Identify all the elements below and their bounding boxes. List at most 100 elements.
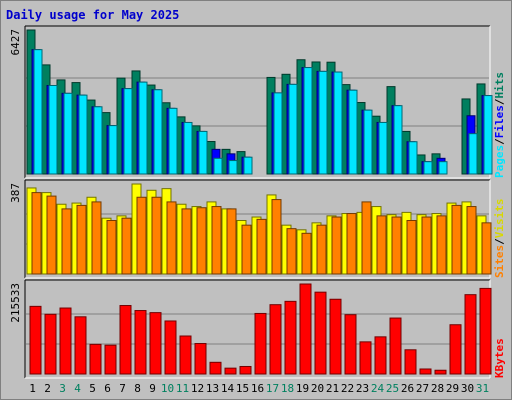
bar-sites-day-27 (421, 216, 432, 275)
bar-sites-day-20 (316, 224, 327, 275)
bar-pages-day-4 (78, 94, 88, 175)
bar-kbytes-day-4 (74, 316, 87, 375)
bar-sites-day-28 (436, 215, 447, 275)
bar-kbytes-day-3 (59, 307, 72, 375)
day-label-27: 27 (416, 382, 429, 395)
bar-kbytes-day-23 (359, 341, 372, 375)
bar-sites-day-30 (466, 206, 477, 275)
bar-kbytes-day-17 (269, 304, 282, 375)
bar-kbytes-day-25 (389, 317, 402, 375)
bar-pages-day-6 (108, 125, 118, 175)
bar-kbytes-day-16 (254, 312, 267, 375)
day-label-29: 29 (446, 382, 459, 395)
legend-separator: / (493, 98, 506, 105)
bar-kbytes-day-20 (314, 291, 327, 375)
day-label-25: 25 (386, 382, 399, 395)
day-label-8: 8 (134, 382, 141, 395)
day-label-6: 6 (104, 382, 111, 395)
day-label-4: 4 (74, 382, 81, 395)
day-label-1: 1 (29, 382, 36, 395)
ymax-label-hits: 6427 (9, 29, 22, 56)
day-label-2: 2 (44, 382, 51, 395)
chart-title: Daily usage for May 2025 (6, 8, 179, 22)
bar-sites-day-17 (271, 199, 282, 275)
day-label-19: 19 (296, 382, 309, 395)
bar-sites-day-22 (346, 213, 357, 275)
bar-sites-day-29 (451, 204, 462, 275)
day-label-18: 18 (281, 382, 294, 395)
bar-sites-day-8 (136, 196, 147, 275)
day-label-9: 9 (149, 382, 156, 395)
bar-kbytes-day-13 (209, 361, 222, 375)
bar-sites-day-31 (481, 222, 492, 275)
bar-kbytes-day-28 (434, 369, 447, 375)
bar-sites-day-16 (256, 218, 267, 275)
bar-pages-day-30 (468, 133, 478, 175)
bar-pages-day-12 (198, 130, 208, 175)
bar-pages-day-10 (168, 107, 178, 175)
day-label-11: 11 (176, 382, 189, 395)
legend-item-hits: Hits (493, 72, 506, 99)
bar-pages-day-23 (363, 109, 373, 175)
bar-sites-day-21 (331, 216, 342, 275)
bar-kbytes-day-10 (164, 320, 177, 375)
bar-kbytes-day-29 (449, 324, 462, 375)
day-label-23: 23 (356, 382, 369, 395)
bar-kbytes-day-18 (284, 300, 297, 375)
legend-item-sites: Sites (493, 245, 506, 278)
day-label-30: 30 (461, 382, 474, 395)
bar-sites-day-26 (406, 220, 417, 275)
bar-sites-day-1 (31, 192, 42, 275)
bar-pages-day-9 (153, 89, 163, 175)
legend-item-visits: Visits (493, 199, 506, 239)
day-label-16: 16 (251, 382, 264, 395)
day-label-22: 22 (341, 382, 354, 395)
bar-sites-day-5 (91, 201, 102, 275)
day-label-15: 15 (236, 382, 249, 395)
bar-sites-day-9 (151, 196, 162, 275)
bar-pages-day-13 (213, 157, 223, 175)
bar-kbytes-day-12 (194, 343, 207, 375)
day-label-20: 20 (311, 382, 324, 395)
bar-kbytes-day-14 (224, 367, 237, 375)
bar-kbytes-day-8 (134, 310, 147, 375)
bar-sites-day-10 (166, 201, 177, 275)
bar-pages-day-15 (243, 156, 253, 175)
bar-pages-day-1 (33, 49, 43, 175)
bar-pages-day-28 (438, 161, 448, 175)
bar-sites-day-18 (286, 228, 297, 275)
bar-kbytes-day-1 (29, 305, 42, 375)
day-label-28: 28 (431, 382, 444, 395)
bar-pages-day-2 (48, 84, 58, 175)
bar-sites-day-2 (46, 195, 57, 275)
day-label-7: 7 (119, 382, 126, 395)
bar-pages-day-18 (288, 83, 298, 175)
bar-sites-day-11 (181, 208, 192, 275)
legend-visits: Sites/Visits (493, 199, 506, 279)
bar-kbytes-day-19 (299, 283, 312, 375)
legend-item-pages: Pages (493, 145, 506, 178)
legend-separator: / (493, 238, 506, 245)
bar-pages-day-5 (93, 106, 103, 175)
bar-pages-day-27 (423, 161, 433, 175)
bar-sites-day-19 (301, 232, 312, 275)
bar-kbytes-day-21 (329, 298, 342, 375)
day-label-26: 26 (401, 382, 414, 395)
bar-pages-day-31 (483, 95, 493, 175)
legend-item-files: Files (493, 105, 506, 138)
bar-pages-day-14 (228, 160, 238, 175)
day-label-12: 12 (191, 382, 204, 395)
bar-sites-day-15 (241, 224, 252, 275)
bar-pages-day-7 (123, 88, 133, 175)
bar-sites-day-14 (226, 208, 237, 275)
bar-sites-day-6 (106, 220, 117, 275)
bar-kbytes-day-7 (119, 305, 132, 375)
bar-kbytes-day-2 (44, 313, 57, 375)
bar-kbytes-day-22 (344, 314, 357, 375)
bar-kbytes-day-24 (374, 336, 387, 375)
bar-pages-day-11 (183, 121, 193, 175)
bar-pages-day-24 (378, 121, 388, 175)
day-label-5: 5 (89, 382, 96, 395)
bar-pages-day-3 (63, 92, 73, 175)
